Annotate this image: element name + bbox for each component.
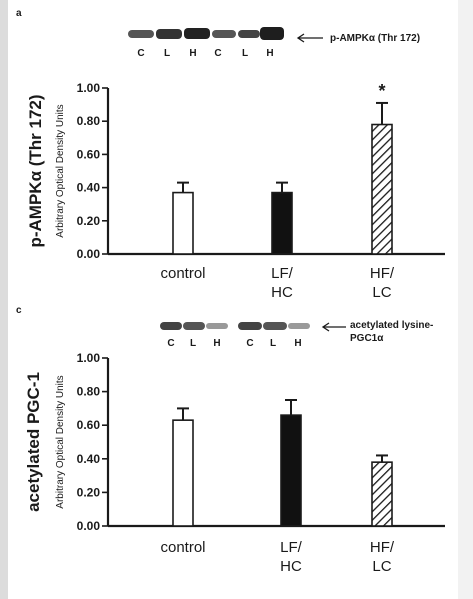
chart-c-ytick-label-1: 0.20 xyxy=(77,485,101,499)
blot-a-band-6 xyxy=(260,27,284,40)
chart-a-ylabel2: Arbitrary Optical Density Units xyxy=(55,104,66,237)
blot-c-band-4 xyxy=(238,322,262,330)
chart-c-ytick-label-5: 1.00 xyxy=(77,351,101,365)
blot-a-lane-2: H xyxy=(189,48,197,59)
chart-c-xtick-label-2-0: HF/ xyxy=(370,539,395,556)
blot-c-lane-1: L xyxy=(189,338,197,349)
panel-c-chart: 0.00 0.20 0.40 0.60 0.80 1.00 control LF/HC HF/L… xyxy=(24,351,445,575)
chart-a-ytick-label-3: 0.60 xyxy=(77,147,101,161)
chart-c-xtick-label-1-1: HC xyxy=(280,558,302,575)
blot-a-band-1 xyxy=(128,30,154,38)
blot-a-lane-4: L xyxy=(241,48,249,59)
chart-c-xtick-label-1-0: LF/ xyxy=(280,539,303,556)
chart-a-ylabel: p-AMPKα (Thr 172) xyxy=(26,94,45,247)
blot-a-band-3 xyxy=(184,28,210,39)
blot-c-arrow xyxy=(321,322,346,332)
chart-a-ytick-label-4: 0.80 xyxy=(77,114,101,128)
chart-a-ytick-label-2: 0.40 xyxy=(77,181,101,195)
blot-a-annotation: p-AMPKα (Thr 172) xyxy=(330,33,421,44)
blot-a-arrow xyxy=(296,33,323,43)
chart-a-annotation-0: * xyxy=(378,81,385,101)
chart-c-ytick-label-2: 0.40 xyxy=(77,452,101,466)
chart-a-bar-2 xyxy=(371,123,393,255)
chart-a-ytick-label-5: 1.00 xyxy=(77,81,101,95)
blot-a-band-2 xyxy=(156,29,182,39)
chart-a-xtick-label-1-0: LF/ xyxy=(271,265,294,282)
blot-c-band-6 xyxy=(288,323,310,329)
chart-a-xtick-label-2-0: HF/ xyxy=(370,265,395,282)
chart-c-ytick-label-0: 0.00 xyxy=(77,519,101,533)
blot-c-band-5 xyxy=(263,322,287,330)
panel-a-letter: a xyxy=(16,8,22,19)
chart-a-xtick-label-1-1: HC xyxy=(271,284,293,301)
blot-c-band-1 xyxy=(160,322,182,330)
chart-a-bar-1 xyxy=(271,191,293,255)
chart-c-ylabel: acetylated PGC-1 xyxy=(24,372,43,512)
left-margin-bar xyxy=(0,0,8,599)
blot-c-band-3 xyxy=(206,323,228,329)
chart-c-xtick-label-2-1: LC xyxy=(372,558,391,575)
panel-c-letter: c xyxy=(16,305,22,316)
chart-c-ytick-label-4: 0.80 xyxy=(77,385,101,399)
chart-a-ytick-label-1: 0.20 xyxy=(77,214,101,228)
chart-c-xtick-label-0-0: control xyxy=(160,539,205,556)
chart-a-ytick-label-0: 0.00 xyxy=(77,247,101,261)
chart-c-bar-0 xyxy=(172,419,194,527)
blot-a-lane-5: H xyxy=(266,48,274,59)
blot-c-lane-2: H xyxy=(213,338,221,349)
right-margin-bar xyxy=(458,0,473,599)
chart-a-bar-0 xyxy=(172,191,194,255)
chart-c-ytick-label-3: 0.60 xyxy=(77,418,101,432)
blot-c-lane-4: L xyxy=(269,338,277,349)
blot-c-lane-3: C xyxy=(246,338,254,349)
blot-c-lane-0: C xyxy=(167,338,175,349)
blot-a-lane-0: C xyxy=(137,48,145,59)
panel-a-chart: 0.00 0.20 0.40 0.60 0.80 1.00 control LF/HC HF/L… xyxy=(26,81,445,301)
blot-a-lane-1: L xyxy=(163,48,171,59)
chart-c-bar-2 xyxy=(371,461,393,527)
chart-c-ylabel2: Arbitrary Optical Density Units xyxy=(55,375,66,508)
chart-a-xtick-label-2-1: LC xyxy=(372,284,391,301)
blot-a-band-4 xyxy=(212,30,236,38)
chart-c-bar-1 xyxy=(280,414,302,527)
blot-c-lane-5: H xyxy=(294,338,302,349)
chart-a-xtick-label-0-0: control xyxy=(160,265,205,282)
blot-c-annotation-line1: acetylated lysine- xyxy=(350,320,434,331)
blot-c-annotation-line2: PGC1α xyxy=(350,333,384,344)
blot-a-lane-3: C xyxy=(214,48,222,59)
blot-a-band-5 xyxy=(238,30,260,38)
blot-c-band-2 xyxy=(183,322,205,330)
